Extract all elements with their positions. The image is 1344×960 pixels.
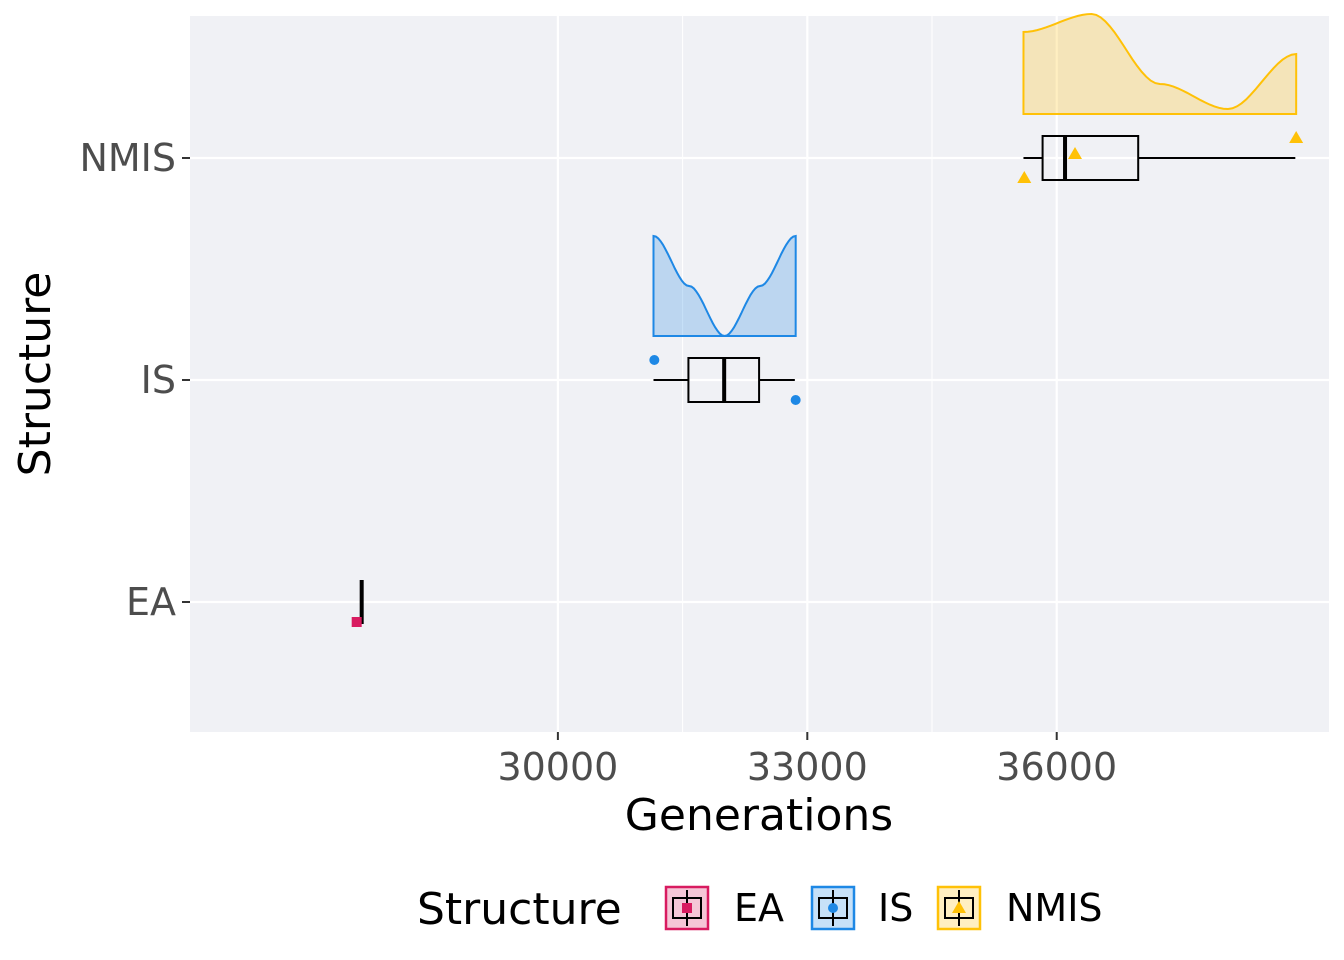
legend-item-nmis: NMIS [936,885,1103,931]
data-point [351,617,362,627]
density-nmis [1022,12,1298,115]
series-is [649,234,801,405]
y-tick-label: IS [141,358,176,402]
y-axis-title: Structure [10,272,61,477]
data-point [1289,131,1304,143]
x-tick-label: 36000 [996,745,1117,789]
series-ea [351,580,364,627]
axes: 30000 33000 36000 EA IS NMIS [79,136,1117,789]
grid-lines [190,16,1329,732]
y-tick-label: EA [126,580,176,624]
box-iqr [1041,135,1140,181]
data-point [1068,147,1083,159]
data-point [649,355,660,365]
legend-label: EA [734,886,784,930]
legend-title: Structure [417,884,622,935]
legend-key-point [682,903,692,913]
legend-item-ea: EA [664,885,784,931]
x-axis-title: Generations [625,790,893,841]
legend-label: NMIS [1006,886,1103,930]
data-layer [351,12,1304,627]
legend: Structure EA IS NMIS [417,884,1103,935]
density-is [652,234,797,338]
y-tick-label: NMIS [79,136,176,180]
legend-key-point [828,903,838,913]
data-point [790,395,801,405]
legend-item-is: IS [810,885,913,931]
legend-label: IS [878,886,913,930]
x-tick-label: 33000 [747,745,868,789]
series-nmis [1017,12,1304,183]
x-tick-label: 30000 [497,745,618,789]
data-point [1017,171,1032,183]
legend-items: EA IS NMIS [664,885,1103,931]
legend-key-point [952,901,966,913]
